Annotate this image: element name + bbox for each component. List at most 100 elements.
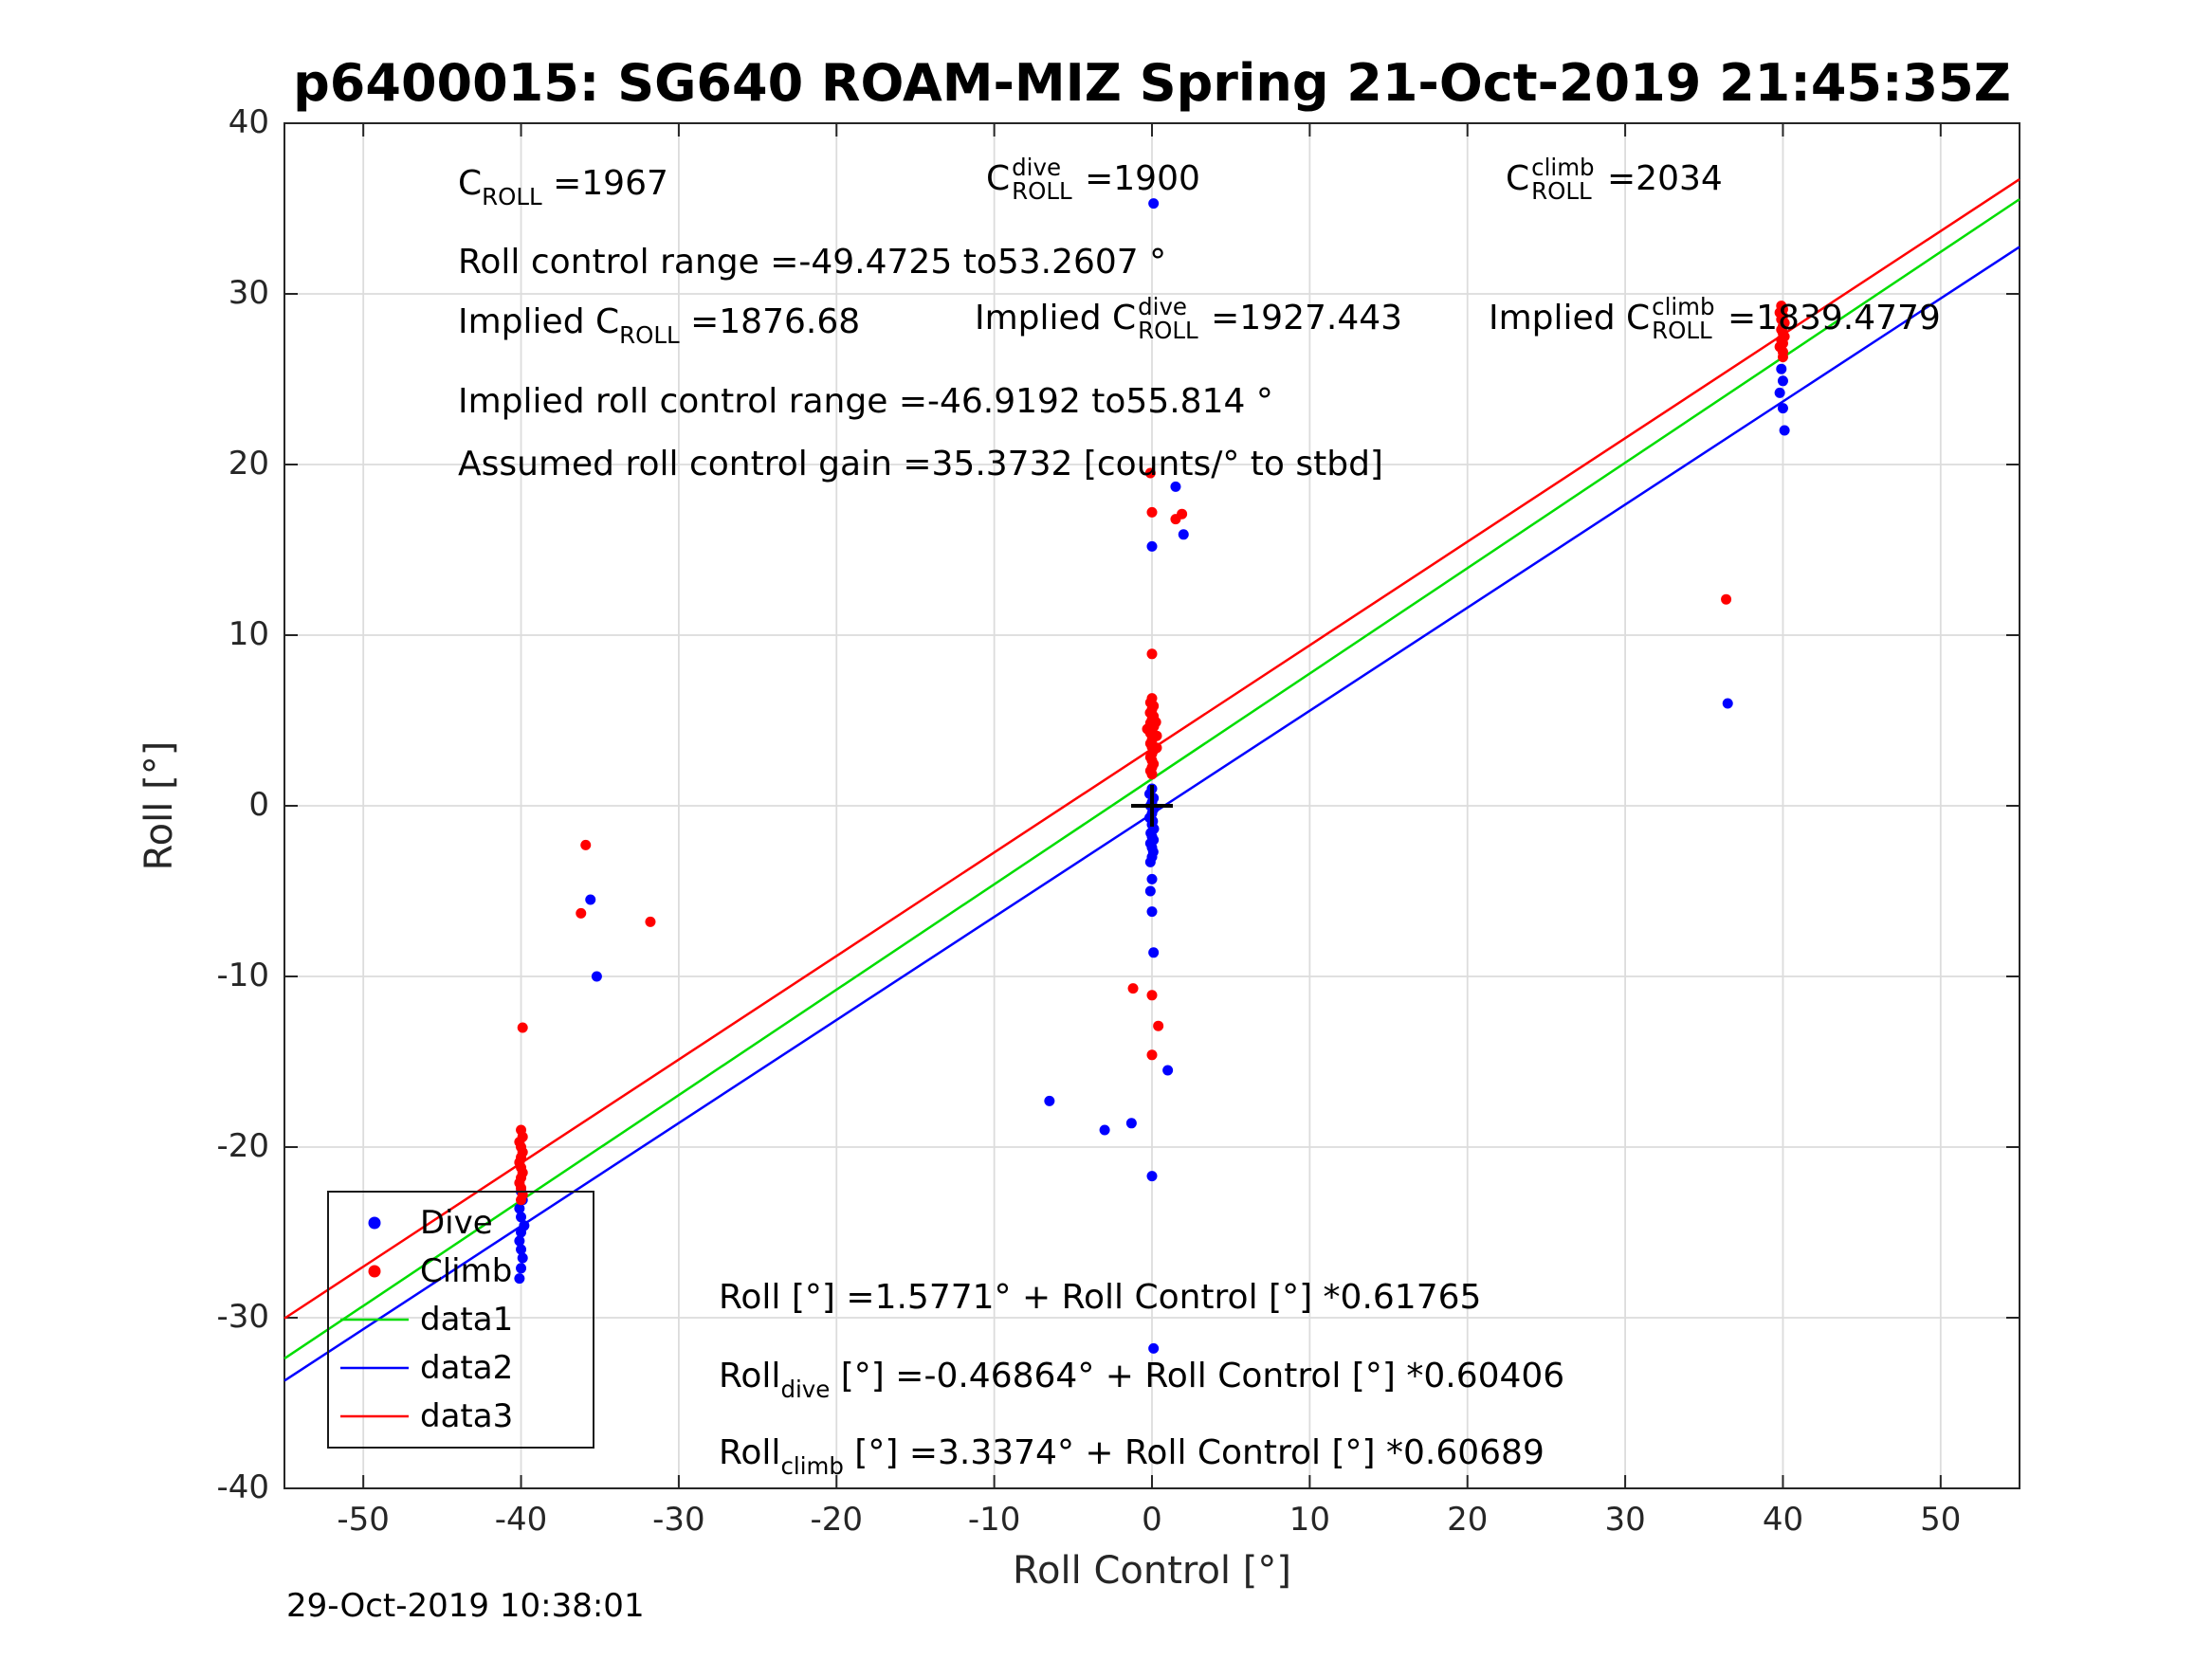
legend-item-label: data1 [420,1300,514,1339]
scatter-point [516,1227,527,1238]
scatter-point [1148,198,1160,210]
scatter-point [1099,1124,1110,1136]
legend-line-icon [340,1366,409,1370]
scatter-point [1144,856,1156,867]
scatter-point [1151,742,1162,754]
scatter-point [1144,885,1156,897]
scatter-point [1125,1118,1137,1129]
scatter-point [1162,1065,1174,1076]
scatter-point [1146,990,1158,1001]
scatter-point [585,894,596,905]
axis-ticks [284,122,2020,1489]
scatter-point [517,1022,528,1033]
scatter-point [1146,769,1158,780]
legend-line-icon [340,1415,409,1418]
x-tick-label: -40 [494,1501,548,1539]
anno-fit-dive: Rolldive [°] =-0.46864° + Roll Control [… [719,1357,1565,1404]
y-tick-label: -40 [216,1468,269,1506]
legend: Dive Climb data1 data2 data3 [327,1191,594,1449]
x-tick-label: -30 [652,1501,705,1539]
x-tick-label: 20 [1447,1501,1489,1539]
y-tick-label: 20 [228,445,269,483]
scatter-point [517,1252,528,1264]
scatter-point [1722,698,1733,709]
scatter-point [1776,363,1787,374]
scatter-point [1146,906,1158,918]
chart-title: p6400015: SG640 ROAM-MIZ Spring 21-Oct-2… [293,53,2011,113]
x-tick-label: 50 [1920,1501,1962,1539]
y-tick-label: 30 [228,274,269,312]
scatter-point [1774,387,1785,398]
anno-implied-c-roll: Implied CROLL =1876.68 [458,302,861,350]
target-plus-marker [1131,785,1173,827]
scatter-point [1170,514,1181,525]
x-tick-label: 40 [1762,1501,1804,1539]
scatter-series-climb [514,301,1790,1206]
scatter-point [1721,593,1732,605]
scatter-point [514,1203,525,1214]
scatter-point [1150,717,1161,728]
legend-marker-icon [368,1216,381,1230]
scatter-point [1044,1095,1055,1106]
anno-implied-range: Implied roll control range =-46.9192 to5… [458,382,1273,421]
scatter-point [580,839,592,850]
y-tick-label: 40 [228,103,269,141]
x-tick-label: -50 [337,1501,390,1539]
scatter-point [576,907,587,919]
scatter-point [516,1263,527,1274]
scatter-point [1146,648,1158,660]
x-tick-label: -20 [810,1501,864,1539]
scatter-point [514,1235,525,1247]
scatter-point [1777,375,1788,387]
scatter-point [1146,1049,1158,1061]
anno-c-roll: CROLL =1967 [458,164,668,211]
legend-item-data1: data1 [335,1297,587,1342]
y-tick-label: -20 [216,1127,269,1165]
anno-fit-climb: Rollclimb [°] =3.3374° + Roll Control [°… [719,1433,1545,1481]
scatter-point [1178,529,1189,540]
scatter-point [1153,1020,1164,1031]
y-tick-label: 0 [248,786,269,824]
anno-roll-control-range: Roll control range =-49.4725 to53.2607 ° [458,243,1167,282]
y-tick-label: 10 [228,615,269,653]
scatter-point [1151,730,1162,741]
x-tick-label: 10 [1289,1501,1330,1539]
legend-item-dive: Dive [335,1200,587,1246]
scatter-point [1146,873,1158,884]
scatter-point [516,1244,527,1255]
scatter-point [1127,983,1139,994]
legend-item-label: Dive [420,1203,493,1242]
scatter-point [516,1194,527,1206]
scatter-point [1148,947,1160,958]
legend-item-label: data2 [420,1349,514,1388]
scatter-point [1142,723,1153,735]
x-tick-label: 0 [1142,1501,1162,1539]
scatter-point [516,1212,527,1223]
scatter-point [591,971,602,982]
legend-item-data2: data2 [335,1345,587,1391]
x-tick-label: -10 [967,1501,1021,1539]
scatter-point [1170,481,1181,492]
timestamp: 29-Oct-2019 10:38:01 [286,1587,645,1625]
y-tick-label: -30 [216,1298,269,1336]
scatter-series-dive [514,198,1790,1354]
x-tick-label: 30 [1604,1501,1646,1539]
legend-item-climb: Climb [335,1249,587,1294]
legend-line-icon [340,1318,409,1322]
scatter-point [1144,467,1156,479]
legend-item-data3: data3 [335,1394,587,1439]
scatter-point [1148,1342,1160,1354]
scatter-point [645,916,656,927]
y-tick-label: -10 [216,957,269,994]
anno-fit-all: Roll [°] =1.5771° + Roll Control [°] *0.… [719,1278,1482,1317]
scatter-point [1146,540,1158,552]
scatter-point [514,1273,525,1285]
scatter-point [1146,506,1158,518]
anno-assumed-gain: Assumed roll control gain =35.3732 [coun… [458,445,1383,483]
